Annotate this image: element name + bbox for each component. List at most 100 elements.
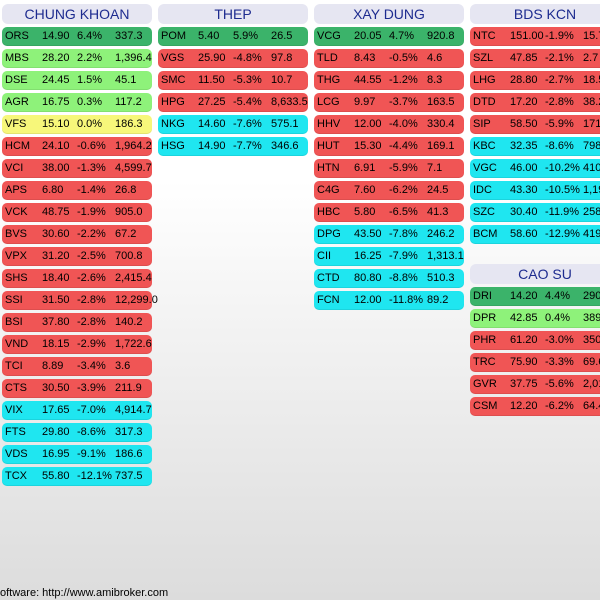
stock-row-tld[interactable]: TLD 8.43 -0.5% 4.6	[314, 49, 464, 68]
stock-row-ssi[interactable]: SSI 31.50 -2.8% 12,299.0	[2, 291, 158, 310]
change-percent: -5.4%	[233, 96, 262, 108]
stock-row-szc[interactable]: SZC 30.40 -11.9% 258	[470, 203, 600, 222]
stock-row-bsi[interactable]: BSI 37.80 -2.8% 140.2	[2, 313, 152, 332]
volume-value: 290	[583, 290, 600, 302]
stock-row-nkg[interactable]: NKG 14.60 -7.6% 575.1	[158, 115, 308, 134]
stock-row-vfs[interactable]: VFS 15.10 0.0% 186.3	[2, 115, 152, 134]
volume-value: 2,01	[583, 378, 600, 390]
stock-row-cts[interactable]: CTS 30.50 -3.9% 211.9	[2, 379, 152, 398]
stock-row-phr[interactable]: PHR 61.20 -3.0% 350	[470, 331, 600, 350]
change-percent: -3.9%	[77, 382, 106, 394]
price-value: 17.65	[42, 404, 70, 416]
ticker-label: HPG	[161, 96, 185, 108]
stock-row-vds[interactable]: VDS 16.95 -9.1% 186.6	[2, 445, 152, 464]
stock-row-c4g[interactable]: C4G 7.60 -6.2% 24.5	[314, 181, 464, 200]
stock-row-ntc[interactable]: NTC 151.00-1.9% 15.7	[470, 27, 600, 46]
stock-row-dtd[interactable]: DTD 17.20 -2.8% 38.2	[470, 93, 600, 112]
stock-row-bvs[interactable]: BVS 30.60 -2.2% 67.2	[2, 225, 152, 244]
price-value: 11.50	[198, 74, 225, 86]
stock-row-thg[interactable]: THG 44.55 -1.2% 8.3	[314, 71, 464, 90]
ticker-label: CSM	[473, 400, 498, 412]
price-value: 12.00	[354, 294, 382, 306]
volume-value: 97.8	[271, 52, 293, 64]
volume-value: 89.2	[427, 294, 449, 306]
stock-row-vcg[interactable]: VCG 20.05 4.7% 920.8	[314, 27, 464, 46]
stock-row-idc[interactable]: IDC 43.30 -10.5%1,19	[470, 181, 600, 200]
stock-row-hut[interactable]: HUT 15.30 -4.4% 169.1	[314, 137, 464, 156]
price-value: 16.95	[42, 448, 70, 460]
change-percent: 2.2%	[77, 52, 103, 64]
change-percent: -5.6%	[545, 378, 574, 390]
ticker-label: AGR	[5, 96, 29, 108]
price-value: 16.75	[42, 96, 70, 108]
stock-row-agr[interactable]: AGR 16.75 0.3% 117.2	[2, 93, 152, 112]
stock-row-smc[interactable]: SMC 11.50 -5.3% 10.7	[158, 71, 308, 90]
volume-value: 12,299.0	[115, 294, 158, 306]
stock-row-csm[interactable]: CSM 12.20 -6.2% 64.4	[470, 397, 600, 416]
price-value: 30.40	[510, 206, 538, 218]
stock-row-ctd[interactable]: CTD 80.80 -8.8% 510.3	[314, 269, 464, 288]
sector-title: THEP	[158, 4, 308, 24]
stock-row-htn[interactable]: HTN 6.91 -5.9% 7.1	[314, 159, 464, 178]
ticker-label: CII	[317, 250, 332, 262]
stock-row-dpr[interactable]: DPR 42.85 0.4% 389	[470, 309, 600, 328]
stock-row-vck[interactable]: VCK 48.75 -1.9% 905.0	[2, 203, 152, 222]
stock-row-kbc[interactable]: KBC 32.35 -8.6% 798	[470, 137, 600, 156]
stock-row-vgc[interactable]: VGC 46.00 -10.2% 410	[470, 159, 600, 178]
stock-row-hsg[interactable]: HSG 14.90 -7.7% 346.6	[158, 137, 308, 156]
price-value: 7.60	[354, 184, 376, 196]
stock-row-hpg[interactable]: HPG 27.25 -5.4% 8,633.5	[158, 93, 308, 112]
stock-row-tcx[interactable]: TCX 55.80 -12.1% 737.5	[2, 467, 152, 486]
stock-row-dse[interactable]: DSE 24.45 1.5% 45.1	[2, 71, 152, 90]
price-value: 46.00	[510, 162, 538, 174]
stock-row-dri[interactable]: DRI 14.20 4.4% 290	[470, 287, 600, 306]
ticker-label: C4G	[317, 184, 340, 196]
volume-value: 26.5	[271, 30, 293, 42]
ticker-label: MBS	[5, 52, 29, 64]
stock-row-vpx[interactable]: VPX 31.20 -2.5% 700.8	[2, 247, 152, 266]
stock-row-vnd[interactable]: VND 18.15 -2.9% 1,722.6	[2, 335, 152, 354]
stock-row-vci[interactable]: VCI 38.00 -1.3% 4,599.7	[2, 159, 152, 178]
stock-row-tci[interactable]: TCI 8.89 -3.4% 3.6	[2, 357, 152, 376]
stock-row-sip[interactable]: SIP 58.50 -5.9% 171	[470, 115, 600, 134]
stock-row-gvr[interactable]: GVR 37.75 -5.6% 2,01	[470, 375, 600, 394]
ticker-label: FCN	[317, 294, 340, 306]
change-percent: -8.6%	[77, 426, 106, 438]
stock-row-fcn[interactable]: FCN 12.00 -11.8% 89.2	[314, 291, 464, 310]
stock-row-dpg[interactable]: DPG 43.50 -7.8% 246.2	[314, 225, 464, 244]
price-value: 28.80	[510, 74, 538, 86]
sector-group-chung-khoan: CHUNG KHOAN ORS 14.90 6.4% 337.3 MBS 28.20 2.2%…	[2, 4, 158, 489]
ticker-label: HHV	[317, 118, 341, 130]
stock-row-vix[interactable]: VIX 17.65 -7.0% 4,914.7	[2, 401, 152, 420]
price-value: 25.90	[198, 52, 226, 64]
stock-row-mbs[interactable]: MBS 28.20 2.2% 1,396.4	[2, 49, 152, 68]
stock-row-cii[interactable]: CII 16.25 -7.9% 1,313.1	[314, 247, 464, 266]
stock-row-hbc[interactable]: HBC 5.80 -6.5% 41.3	[314, 203, 464, 222]
volume-value: 389	[583, 312, 600, 324]
stock-row-vgs[interactable]: VGS 25.90 -4.8% 97.8	[158, 49, 308, 68]
stock-row-ors[interactable]: ORS 14.90 6.4% 337.3	[2, 27, 152, 46]
price-value: 15.10	[42, 118, 70, 130]
stock-row-hcm[interactable]: HCM 24.10 -0.6% 1,964.2	[2, 137, 152, 156]
volume-value: 67.2	[115, 228, 137, 240]
stock-row-lcg[interactable]: LCG 9.97 -3.7% 163.5	[314, 93, 464, 112]
volume-value: 1,19	[583, 184, 600, 196]
stock-row-shs[interactable]: SHS 18.40 -2.6% 2,415.4	[2, 269, 152, 288]
stock-row-hhv[interactable]: HHV 12.00 -4.0% 330.4	[314, 115, 464, 134]
volume-value: 211.9	[115, 382, 142, 394]
ticker-label: LCG	[317, 96, 340, 108]
stock-row-lhg[interactable]: LHG 28.80 -2.7% 18.5	[470, 71, 600, 90]
change-percent: -7.7%	[233, 140, 262, 152]
sector-title: CHUNG KHOAN	[2, 4, 152, 24]
stock-row-fts[interactable]: FTS 29.80 -8.6% 317.3	[2, 423, 152, 442]
ticker-label: TRC	[473, 356, 496, 368]
stock-row-trc[interactable]: TRC 75.90 -3.3% 69.6	[470, 353, 600, 372]
change-percent: -4.0%	[389, 118, 418, 130]
volume-value: 171	[583, 118, 600, 130]
change-percent: -4.8%	[233, 52, 262, 64]
stock-row-szl[interactable]: SZL 47.85 -2.1% 2.7	[470, 49, 600, 68]
stock-row-bcm[interactable]: BCM 58.60 -12.9% 419	[470, 225, 600, 244]
stock-row-aps[interactable]: APS 6.80 -1.4% 26.8	[2, 181, 152, 200]
stock-row-pom[interactable]: POM 5.40 5.9% 26.5	[158, 27, 308, 46]
ticker-label: DPG	[317, 228, 341, 240]
